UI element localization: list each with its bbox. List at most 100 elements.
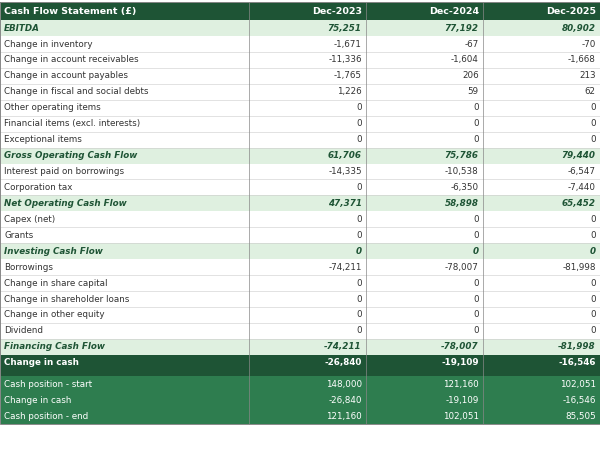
- Text: -14,335: -14,335: [328, 167, 362, 176]
- Text: 0: 0: [356, 119, 362, 128]
- Bar: [0, 275, 600, 291]
- Bar: [0, 132, 600, 147]
- Text: 148,000: 148,000: [326, 380, 362, 389]
- Bar: [0, 408, 600, 424]
- Text: Change in other equity: Change in other equity: [4, 310, 105, 319]
- Text: Borrowings: Borrowings: [4, 263, 53, 272]
- Bar: [0, 116, 600, 132]
- Text: 0: 0: [590, 310, 596, 319]
- Text: 121,160: 121,160: [326, 412, 362, 420]
- Bar: [0, 2, 600, 20]
- Text: 0: 0: [590, 119, 596, 128]
- Text: 0: 0: [473, 215, 479, 224]
- Text: -6,547: -6,547: [568, 167, 596, 176]
- Text: -81,998: -81,998: [558, 342, 596, 351]
- Text: -19,109: -19,109: [445, 396, 479, 405]
- Text: 59: 59: [467, 87, 479, 96]
- Text: 102,051: 102,051: [443, 412, 479, 420]
- Text: -10,538: -10,538: [445, 167, 479, 176]
- Text: Dec-2025: Dec-2025: [546, 7, 596, 16]
- Bar: [0, 291, 600, 307]
- Text: -19,109: -19,109: [441, 359, 479, 367]
- Text: Change in account receivables: Change in account receivables: [4, 55, 139, 64]
- Text: 62: 62: [585, 87, 596, 96]
- Bar: [0, 211, 600, 227]
- Text: 0: 0: [590, 215, 596, 224]
- Text: -78,007: -78,007: [441, 342, 479, 351]
- Text: 47,371: 47,371: [328, 199, 362, 208]
- Text: Cash Flow Statement (£): Cash Flow Statement (£): [4, 7, 137, 16]
- Text: EBITDA: EBITDA: [4, 24, 40, 32]
- Text: 85,505: 85,505: [565, 412, 596, 420]
- Text: -11,336: -11,336: [328, 55, 362, 64]
- Text: 80,902: 80,902: [562, 24, 596, 32]
- Bar: [0, 227, 600, 243]
- Text: 0: 0: [590, 135, 596, 144]
- Text: Financial items (excl. interests): Financial items (excl. interests): [4, 119, 140, 128]
- Text: 0: 0: [356, 327, 362, 335]
- Bar: [0, 371, 600, 376]
- Bar: [0, 100, 600, 116]
- Bar: [0, 36, 600, 52]
- Text: 0: 0: [473, 310, 479, 319]
- Text: Cash position - end: Cash position - end: [4, 412, 88, 420]
- Text: -74,211: -74,211: [324, 342, 362, 351]
- Bar: [0, 52, 600, 68]
- Text: Capex (net): Capex (net): [4, 215, 55, 224]
- Text: Change in cash: Change in cash: [4, 359, 79, 367]
- Text: Change in fiscal and social debts: Change in fiscal and social debts: [4, 87, 149, 96]
- Text: 0: 0: [590, 103, 596, 112]
- Text: -67: -67: [464, 40, 479, 49]
- Text: 0: 0: [356, 103, 362, 112]
- Text: 0: 0: [356, 310, 362, 319]
- Text: Change in account payables: Change in account payables: [4, 72, 128, 80]
- Text: Financing Cash Flow: Financing Cash Flow: [4, 342, 105, 351]
- Bar: [0, 20, 600, 36]
- Text: -26,840: -26,840: [328, 396, 362, 405]
- Bar: [0, 84, 600, 100]
- Bar: [0, 243, 600, 259]
- Text: 0: 0: [356, 247, 362, 255]
- Text: 0: 0: [473, 103, 479, 112]
- Text: 121,160: 121,160: [443, 380, 479, 389]
- Bar: [0, 259, 600, 275]
- Bar: [0, 179, 600, 195]
- Text: 77,192: 77,192: [445, 24, 479, 32]
- Text: 0: 0: [356, 231, 362, 240]
- Text: -1,671: -1,671: [334, 40, 362, 49]
- Text: -1,668: -1,668: [568, 55, 596, 64]
- Text: Change in shareholder loans: Change in shareholder loans: [4, 295, 130, 304]
- Bar: [0, 164, 600, 179]
- Text: 61,706: 61,706: [328, 151, 362, 160]
- Bar: [0, 195, 600, 211]
- Text: 65,452: 65,452: [562, 199, 596, 208]
- Text: 0: 0: [473, 231, 479, 240]
- Text: 0: 0: [356, 295, 362, 304]
- Text: Investing Cash Flow: Investing Cash Flow: [4, 247, 103, 255]
- Text: 75,251: 75,251: [328, 24, 362, 32]
- Text: 79,440: 79,440: [562, 151, 596, 160]
- Text: 0: 0: [473, 295, 479, 304]
- Text: 58,898: 58,898: [445, 199, 479, 208]
- Text: Exceptional items: Exceptional items: [4, 135, 82, 144]
- Text: Cash position - start: Cash position - start: [4, 380, 92, 389]
- Text: Change in share capital: Change in share capital: [4, 279, 108, 287]
- Text: -81,998: -81,998: [562, 263, 596, 272]
- Text: 0: 0: [473, 135, 479, 144]
- Text: Dec-2024: Dec-2024: [428, 7, 479, 16]
- Bar: [0, 339, 600, 355]
- Bar: [0, 323, 600, 339]
- Bar: [0, 392, 600, 408]
- Bar: [0, 68, 600, 84]
- Text: 75,786: 75,786: [445, 151, 479, 160]
- Bar: [0, 355, 600, 371]
- Text: -74,211: -74,211: [328, 263, 362, 272]
- Text: 102,051: 102,051: [560, 380, 596, 389]
- Bar: [0, 376, 600, 392]
- Text: Net Operating Cash Flow: Net Operating Cash Flow: [4, 199, 127, 208]
- Text: -6,350: -6,350: [451, 183, 479, 192]
- Text: 0: 0: [590, 231, 596, 240]
- Text: -16,546: -16,546: [562, 396, 596, 405]
- Text: 0: 0: [590, 247, 596, 255]
- Text: 213: 213: [579, 72, 596, 80]
